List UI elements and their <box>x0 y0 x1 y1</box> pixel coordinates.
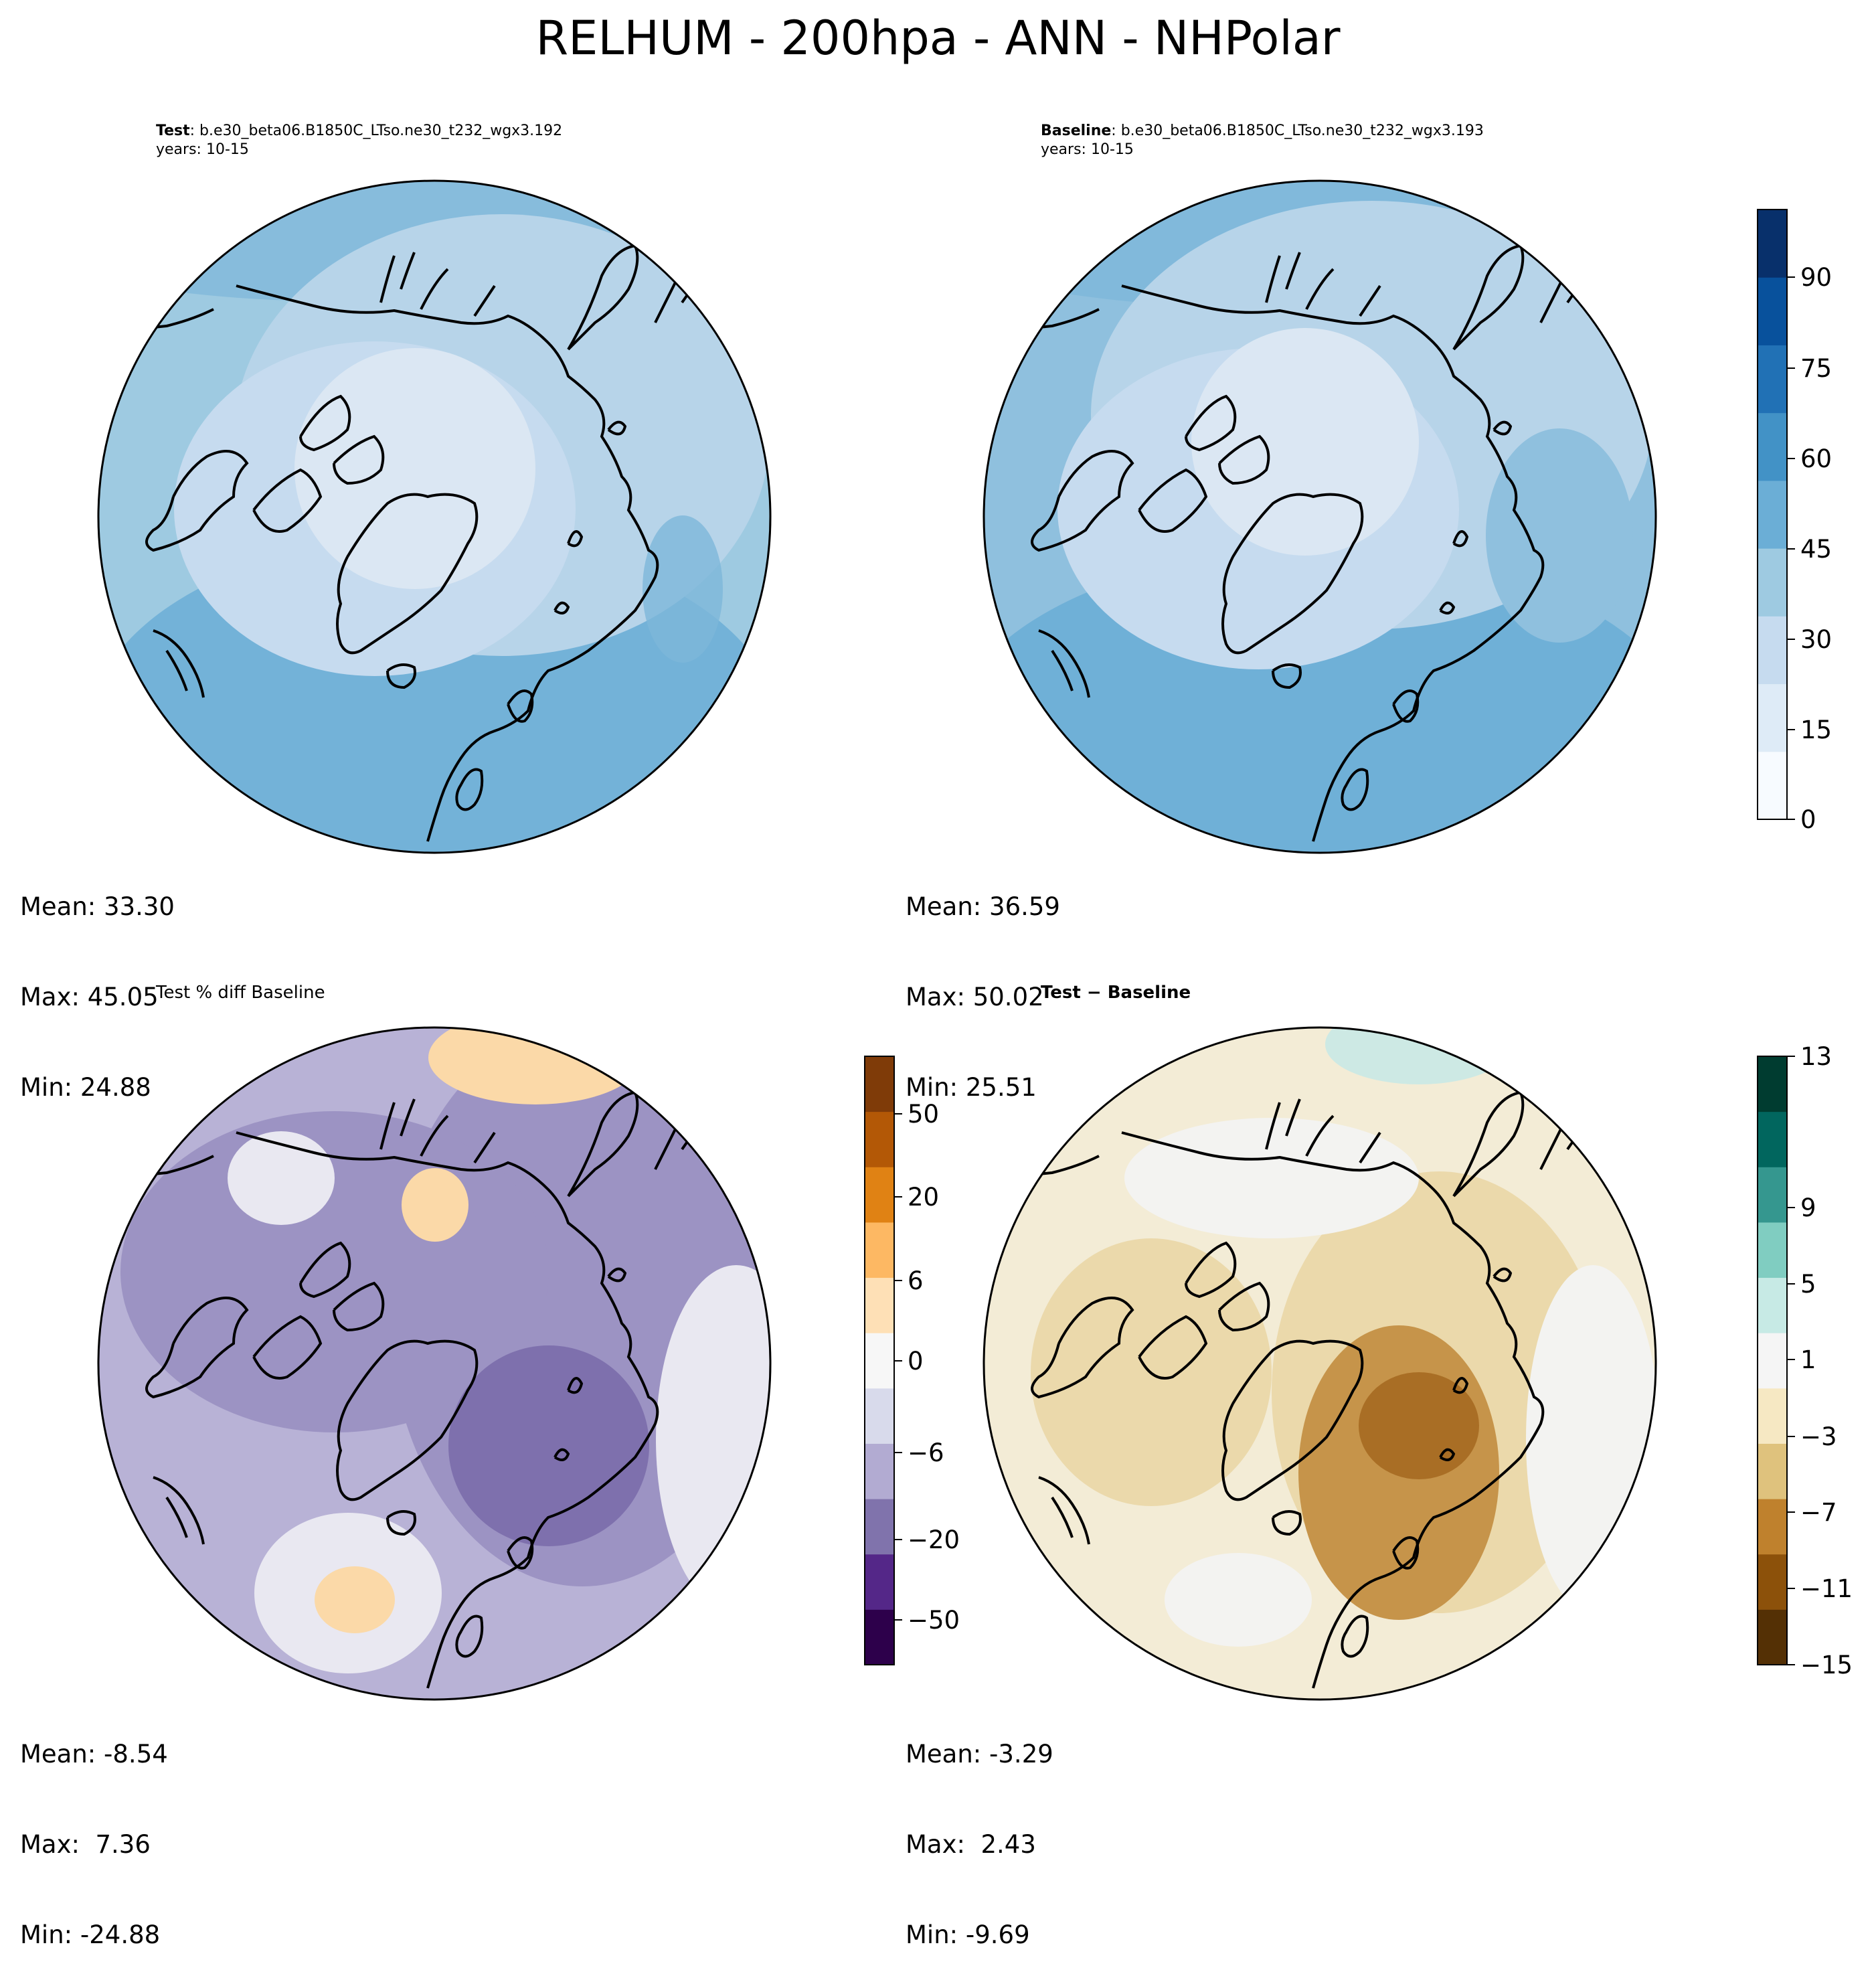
pct_diff-colorbar-segment <box>865 1222 894 1278</box>
pct_diff-colorbar-tick-label: −50 <box>908 1606 960 1635</box>
diff-colorbar-tick-label: −3 <box>1800 1422 1837 1451</box>
pct_diff-colorbar-segment <box>865 1111 894 1167</box>
test-label-bold: Test <box>156 122 190 139</box>
baseline-map <box>984 181 1656 853</box>
relhum-colorbar: 0 15 30 45 60 75 90 <box>1757 209 1832 834</box>
pct_diff-colorbar-segment <box>865 1167 894 1223</box>
relhum-colorbar-segment <box>1758 277 1787 345</box>
baseline-max: Max: 50.02 <box>906 983 1044 1011</box>
pct_diff-colorbar-segment <box>865 1609 894 1665</box>
pct-diff-min: Min: -24.88 <box>20 1920 161 1949</box>
pct_diff-colorbar-tick-label: 6 <box>908 1266 924 1295</box>
relhum-colorbar-frame <box>1757 209 1788 820</box>
pct-diff-map-boundary <box>97 1026 772 1701</box>
baseline-map-boundary <box>983 179 1657 854</box>
pct_diff-colorbar-segment <box>865 1277 894 1333</box>
pct_diff-colorbar-tick-label: 50 <box>908 1100 939 1129</box>
pct-diff-colorbar: −50 −20 −6 0 6 20 50 <box>864 1056 960 1665</box>
diff-label: Test − Baseline <box>1041 983 1191 1003</box>
diff-colorbar: −15 −11 −7 −3 1 5 9 13 <box>1757 1042 1853 1679</box>
test-min: Min: 24.88 <box>20 1073 151 1102</box>
diff-map <box>984 1027 1656 1700</box>
diff-colorbar-frame <box>1757 1056 1788 1665</box>
diff-panel-title: Test − Baseline <box>1041 983 1191 1002</box>
baseline-years: years: 10-15 <box>1041 141 1134 158</box>
diff-min: Min: -9.69 <box>906 1920 1030 1949</box>
pct_diff-colorbar-segment <box>865 1056 894 1112</box>
relhum-colorbar-tick-label: 90 <box>1800 263 1832 292</box>
figure-title: RELHUM - 200hpa - ANN - NHPolar <box>535 11 1341 66</box>
diff-max: Max: 2.43 <box>906 1830 1036 1859</box>
baseline-stats: Mean: 36.59 Max: 50.02 Min: 25.51 <box>906 831 1060 1133</box>
baseline-min: Min: 25.51 <box>906 1073 1037 1102</box>
diff-colorbar-segment <box>1758 1388 1787 1444</box>
pct-diff-mean: Mean: -8.54 <box>20 1740 168 1768</box>
pct_diff-colorbar-segment <box>865 1499 894 1555</box>
pct_diff-colorbar-segment <box>865 1388 894 1444</box>
diff-colorbar-tick-label: 5 <box>1800 1270 1816 1299</box>
diff-map-boundary <box>983 1026 1657 1701</box>
pct-diff-max: Max: 7.36 <box>20 1830 151 1859</box>
diff-colorbar-segment <box>1758 1167 1787 1223</box>
diff-colorbar-segment <box>1758 1554 1787 1610</box>
diff-stats: Mean: -3.29 Max: 2.43 Min: -9.69 <box>906 1679 1053 1980</box>
diff-colorbar-segment <box>1758 1333 1787 1389</box>
test-map <box>98 181 770 853</box>
pct-diff-panel-title: Test % diff Baseline <box>156 983 325 1003</box>
relhum-colorbar-segment <box>1758 412 1787 481</box>
pct_diff-colorbar-segment <box>865 1333 894 1389</box>
diff-colorbar-segment <box>1758 1111 1787 1167</box>
diff-colorbar-tick-label: 13 <box>1800 1042 1832 1071</box>
diff-colorbar-segment <box>1758 1609 1787 1665</box>
test-map-boundary <box>97 179 772 854</box>
baseline-label-bold: Baseline <box>1041 122 1112 139</box>
baseline-mean: Mean: 36.59 <box>906 892 1060 921</box>
pct_diff-colorbar-tick-label: −20 <box>908 1525 960 1554</box>
diff-colorbar-segment <box>1758 1499 1787 1555</box>
pct_diff-colorbar-tick-label: 20 <box>908 1183 939 1212</box>
test-label-case: : b.e30_beta06.B1850C_LTso.ne30_t232_wgx… <box>189 122 563 139</box>
diff-mean: Mean: -3.29 <box>906 1740 1053 1768</box>
pct_diff-colorbar-tick-label: 0 <box>908 1347 924 1376</box>
pct-diff-map <box>98 1027 770 1700</box>
relhum-colorbar-segment <box>1758 345 1787 414</box>
test-stats: Mean: 33.30 Max: 45.05 Min: 24.88 <box>20 831 175 1133</box>
test-years: years: 10-15 <box>156 141 249 158</box>
diff-colorbar-segment <box>1758 1222 1787 1278</box>
relhum-colorbar-segment <box>1758 683 1787 752</box>
diff-colorbar-tick-label: 9 <box>1800 1193 1816 1222</box>
diff-colorbar-segment <box>1758 1056 1787 1112</box>
relhum-colorbar-tick-label: 45 <box>1800 535 1832 564</box>
test-panel-title: Test: b.e30_beta06.B1850C_LTso.ne30_t232… <box>156 122 562 159</box>
relhum-colorbar-tick-label: 15 <box>1800 716 1832 744</box>
relhum-colorbar-segment <box>1758 616 1787 685</box>
relhum-colorbar-segment <box>1758 548 1787 616</box>
baseline-label-case: : b.e30_beta06.B1850C_LTso.ne30_t232_wgx… <box>1111 122 1484 139</box>
pct-diff-stats: Mean: -8.54 Max: 7.36 Min: -24.88 <box>20 1679 168 1980</box>
diff-colorbar-tick-label: −7 <box>1800 1498 1837 1527</box>
diff-colorbar-tick-label: 1 <box>1800 1345 1816 1374</box>
relhum-colorbar-tick-label: 75 <box>1800 354 1832 383</box>
diff-colorbar-segment <box>1758 1443 1787 1499</box>
relhum-colorbar-segment <box>1758 751 1787 820</box>
baseline-panel-title: Baseline: b.e30_beta06.B1850C_LTso.ne30_… <box>1041 122 1484 159</box>
pct_diff-colorbar-segment <box>865 1443 894 1499</box>
relhum-colorbar-tick-label: 0 <box>1800 805 1816 834</box>
diff-colorbar-segment <box>1758 1277 1787 1333</box>
relhum-colorbar-tick-label: 30 <box>1800 625 1832 654</box>
diff-colorbar-tick-label: −15 <box>1800 1651 1853 1679</box>
test-mean: Mean: 33.30 <box>20 892 175 921</box>
relhum-colorbar-tick-label: 60 <box>1800 444 1832 473</box>
pct_diff-colorbar-segment <box>865 1554 894 1610</box>
relhum-colorbar-segment <box>1758 480 1787 549</box>
diff-colorbar-tick-label: −11 <box>1800 1574 1853 1603</box>
test-max: Max: 45.05 <box>20 983 159 1011</box>
pct_diff-colorbar-tick-label: −6 <box>908 1438 944 1467</box>
relhum-colorbar-segment <box>1758 210 1787 278</box>
